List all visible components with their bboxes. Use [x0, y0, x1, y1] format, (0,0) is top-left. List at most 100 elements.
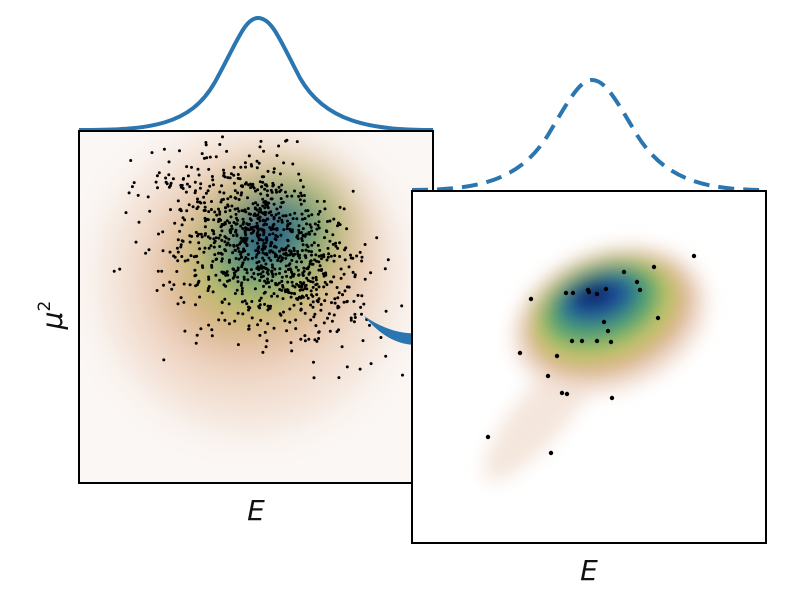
- scatter-point: [224, 210, 227, 214]
- scatter-point: [289, 275, 293, 279]
- scatter-point: [340, 345, 344, 349]
- scatter-point: [324, 229, 328, 233]
- scatter-point: [284, 264, 288, 268]
- scatter-point: [313, 312, 317, 316]
- scatter-point: [264, 345, 268, 349]
- scatter-point: [227, 237, 231, 241]
- scatter-point: [318, 248, 322, 252]
- right-xlabel: E: [580, 554, 598, 587]
- scatter-point: [263, 210, 267, 214]
- scatter-point: [249, 212, 252, 216]
- scatter-point: [250, 256, 254, 260]
- scatter-point: [325, 283, 329, 287]
- scatter-point: [241, 217, 245, 221]
- scatter-point: [334, 241, 338, 245]
- scatter-point: [213, 210, 217, 214]
- scatter-point: [194, 341, 198, 345]
- scatter-point: [341, 293, 344, 297]
- scatter-point: [220, 259, 224, 263]
- scatter-point: [298, 280, 302, 284]
- scatter-point: [307, 249, 311, 253]
- scatter-point: [264, 237, 268, 241]
- scatter-point: [271, 265, 274, 269]
- left-xlabel: E: [247, 494, 265, 527]
- scatter-point: [278, 271, 281, 275]
- scatter-point: [262, 149, 266, 153]
- scatter-point: [265, 271, 269, 274]
- scatter-point: [260, 248, 264, 251]
- scatter-point: [289, 295, 293, 299]
- scatter-point: [208, 155, 212, 159]
- scatter-point: [338, 223, 342, 227]
- scatter-point: [316, 223, 320, 227]
- scatter-point: [239, 283, 243, 287]
- scatter-point: [335, 286, 339, 289]
- scatter-point: [273, 237, 277, 241]
- scatter-point: [297, 172, 301, 176]
- scatter-point: [215, 213, 219, 217]
- scatter-point: [223, 318, 227, 322]
- scatter-point: [317, 268, 321, 272]
- scatter-point: [230, 227, 234, 231]
- scatter-point: [280, 218, 284, 222]
- scatter-point: [317, 337, 321, 340]
- right-scatter-points: [485, 253, 697, 456]
- scatter-point: [273, 255, 277, 259]
- scatter-point: [225, 243, 229, 247]
- scatter-point: [261, 350, 265, 354]
- scatter-point: [242, 275, 246, 279]
- scatter-point: [318, 264, 322, 268]
- scatter-point: [343, 289, 347, 293]
- scatter-point: [276, 219, 280, 223]
- scatter-point: [300, 212, 304, 216]
- scatter-point: [605, 328, 611, 334]
- scatter-point: [253, 287, 257, 291]
- scatter-point: [303, 339, 307, 343]
- scatter-point: [160, 269, 164, 273]
- scatter-point: [220, 238, 224, 242]
- scatter-point: [137, 220, 141, 224]
- scatter-point: [206, 289, 210, 293]
- scatter-point: [263, 302, 267, 306]
- scatter-point: [261, 197, 265, 201]
- scatter-point: [278, 254, 282, 258]
- scatter-point: [328, 219, 332, 223]
- scatter-point: [265, 189, 269, 193]
- scatter-point: [305, 267, 309, 271]
- scatter-point: [311, 305, 315, 309]
- scatter-point: [337, 305, 341, 309]
- scatter-point: [228, 258, 231, 262]
- scatter-point: [162, 283, 165, 287]
- scatter-point: [255, 253, 259, 257]
- scatter-point: [237, 209, 241, 213]
- scatter-point: [220, 257, 224, 261]
- scatter-point: [284, 270, 287, 274]
- scatter-point: [239, 240, 243, 244]
- scatter-point: [317, 285, 321, 289]
- scatter-point: [266, 277, 269, 281]
- scatter-point: [263, 246, 267, 250]
- scatter-point: [268, 249, 272, 253]
- scatter-point: [245, 302, 249, 306]
- scatter-point: [212, 245, 216, 249]
- scatter-point: [285, 227, 289, 231]
- scatter-point: [332, 313, 336, 317]
- scatter-point: [239, 255, 243, 259]
- scatter-point: [233, 248, 237, 252]
- scatter-point: [320, 257, 323, 261]
- scatter-point: [303, 217, 307, 220]
- scatter-point: [369, 362, 373, 366]
- scatter-point: [229, 195, 233, 199]
- scatter-point: [263, 206, 267, 210]
- scatter-point: [299, 191, 303, 195]
- scatter-point: [332, 217, 336, 221]
- scatter-point: [335, 330, 339, 334]
- scatter-point: [317, 220, 321, 224]
- scatter-point: [585, 287, 591, 293]
- scatter-point: [186, 174, 190, 178]
- scatter-point: [257, 235, 260, 239]
- scatter-point: [308, 223, 312, 227]
- scatter-point: [326, 246, 330, 250]
- scatter-point: [236, 311, 240, 315]
- scatter-point: [240, 281, 244, 285]
